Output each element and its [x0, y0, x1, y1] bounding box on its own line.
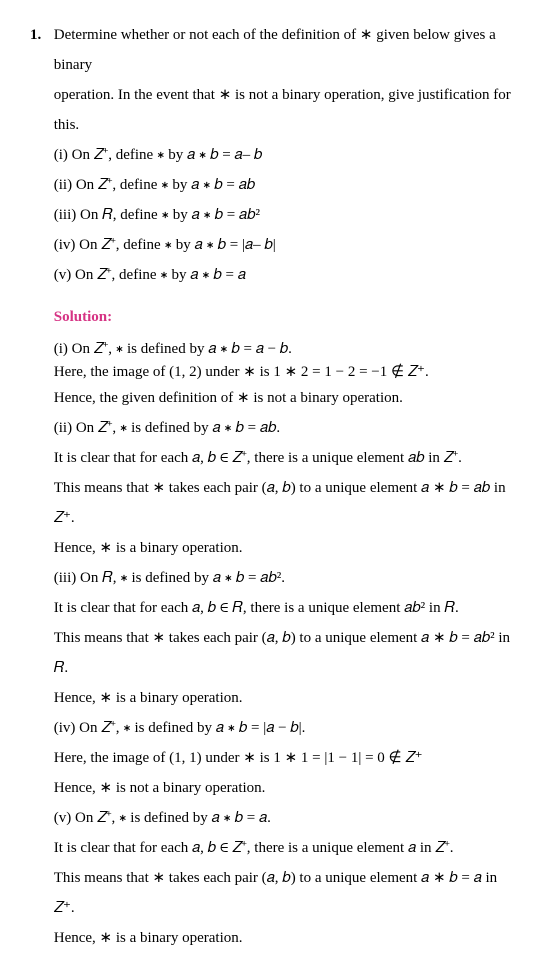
solution-ii-l2: It is clear that for each 𝑎, 𝑏 ∈ 𝑍⁺, the… — [54, 443, 514, 473]
solution-v-l2: It is clear that for each 𝑎, 𝑏 ∈ 𝑍⁺, the… — [54, 833, 514, 863]
solution-ii-l3: This means that ∗ takes each pair (𝑎, 𝑏)… — [54, 473, 514, 533]
question-item-ii: (ii) On 𝑍⁺, define ∗ by 𝑎 ∗ 𝑏 = 𝑎𝑏 — [54, 170, 514, 200]
question-item-iii: (iii) On 𝑅, define ∗ by 𝑎 ∗ 𝑏 = 𝑎𝑏² — [54, 200, 514, 230]
prompt-line-1: Determine whether or not each of the def… — [54, 20, 514, 80]
solution-iv-l2: Here, the image of (1, 1) under ∗ is 1 ∗… — [54, 743, 514, 773]
solution-i-l2: Here, the image of (1, 2) under ∗ is 1 ∗… — [54, 361, 514, 384]
solution-i-l3: Hence, the given definition of ∗ is not … — [54, 383, 514, 413]
solution-iii-l3: This means that ∗ takes each pair (𝑎, 𝑏)… — [54, 623, 514, 683]
question-item-iv: (iv) On 𝑍⁺, define ∗ by 𝑎 ∗ 𝑏 = |𝑎– 𝑏| — [54, 230, 514, 260]
solution-iv-l3: Hence, ∗ is not a binary operation. — [54, 773, 514, 803]
solution-i-l1: (i) On 𝑍⁺, ∗ is defined by 𝑎 ∗ 𝑏 = 𝑎 − 𝑏… — [54, 338, 514, 361]
question-item-i: (i) On 𝑍⁺, define ∗ by 𝑎 ∗ 𝑏 = 𝑎– 𝑏 — [54, 140, 514, 170]
solution-v-l3: This means that ∗ takes each pair (𝑎, 𝑏)… — [54, 863, 514, 923]
prompt-line-2: operation. In the event that ∗ is not a … — [54, 80, 514, 140]
solution-iv-l1: (iv) On 𝑍⁺, ∗ is defined by 𝑎 ∗ 𝑏 = |𝑎 −… — [54, 713, 514, 743]
solution-iii-l2: It is clear that for each 𝑎, 𝑏 ∈ 𝑅, ther… — [54, 593, 514, 623]
question-body: Determine whether or not each of the def… — [54, 20, 514, 953]
question-number: 1. — [30, 20, 50, 50]
solution-iii-l4: Hence, ∗ is a binary operation. — [54, 683, 514, 713]
solution-ii-l4: Hence, ∗ is a binary operation. — [54, 533, 514, 563]
solution-v-l1: (v) On 𝑍⁺, ∗ is defined by 𝑎 ∗ 𝑏 = 𝑎. — [54, 803, 514, 833]
solution-heading: Solution: — [54, 302, 514, 332]
solution-v-l4: Hence, ∗ is a binary operation. — [54, 923, 514, 953]
question-item-v: (v) On 𝑍⁺, define ∗ by 𝑎 ∗ 𝑏 = 𝑎 — [54, 260, 514, 290]
solution-ii-l1: (ii) On 𝑍⁺, ∗ is defined by 𝑎 ∗ 𝑏 = 𝑎𝑏. — [54, 413, 514, 443]
solution-iii-l1: (iii) On 𝑅, ∗ is defined by 𝑎 ∗ 𝑏 = 𝑎𝑏². — [54, 563, 514, 593]
exercise-block: 1. Determine whether or not each of the … — [30, 20, 514, 953]
